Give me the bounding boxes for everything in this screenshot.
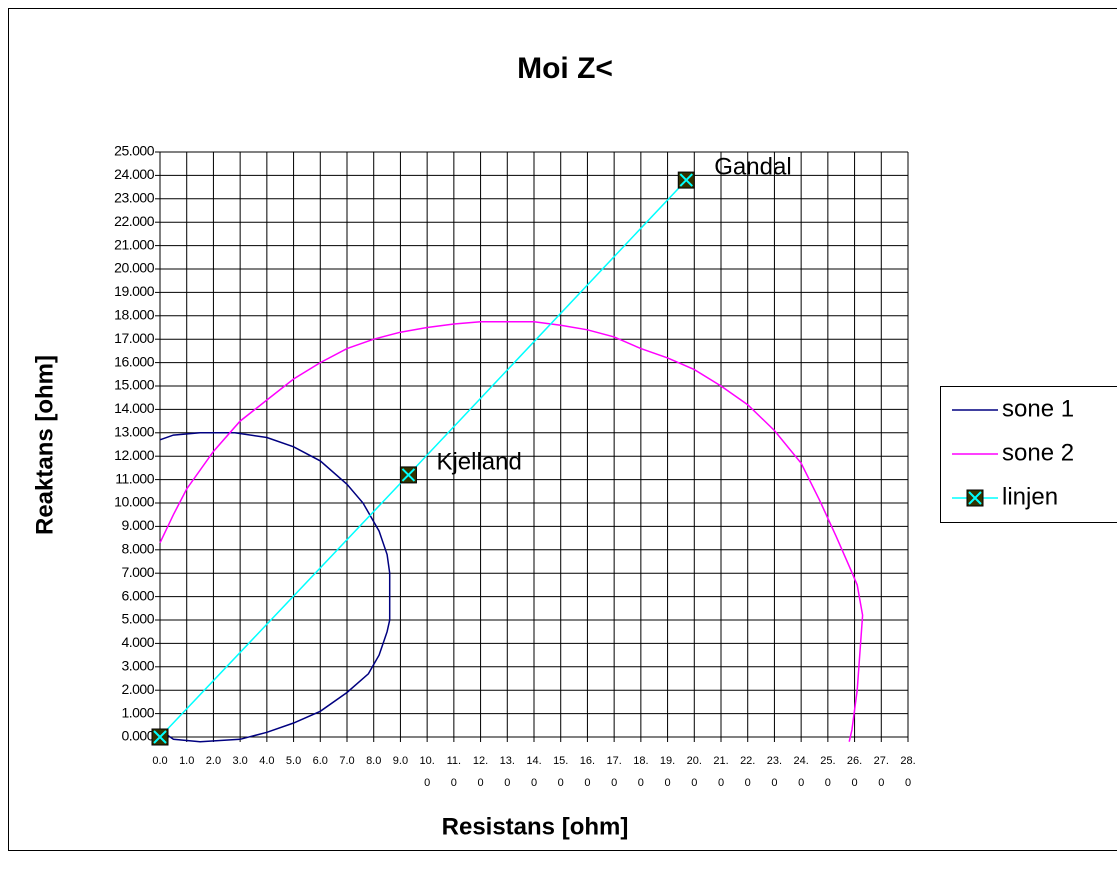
y-tick-label: 4.000 bbox=[121, 634, 154, 650]
marker bbox=[399, 466, 417, 484]
x-tick-label: 23. 0 bbox=[767, 755, 782, 789]
x-tick-label: 9.0 bbox=[393, 755, 408, 767]
x-tick-label: 5.0 bbox=[286, 755, 301, 767]
y-tick-label: 23.000 bbox=[114, 190, 155, 206]
x-tick-label: 22. 0 bbox=[740, 755, 755, 789]
x-tick-label: 13. 0 bbox=[500, 755, 515, 789]
y-tick-label: 10.000 bbox=[114, 494, 155, 510]
marker bbox=[966, 489, 984, 507]
x-tick-label: 18. 0 bbox=[633, 755, 648, 789]
y-tick-label: 13.000 bbox=[114, 424, 155, 440]
marker-cross bbox=[679, 173, 693, 187]
x-tick-label: 11. 0 bbox=[447, 755, 461, 789]
x-tick-label: 19. 0 bbox=[660, 755, 675, 789]
annotation: Gandal bbox=[714, 153, 791, 180]
y-tick-label: 21.000 bbox=[114, 236, 155, 252]
x-tick-label: 26. 0 bbox=[847, 755, 862, 789]
y-tick-label: 11.000 bbox=[115, 470, 154, 486]
y-tick-label: 14.000 bbox=[114, 400, 155, 416]
x-tick-label: 15. 0 bbox=[553, 755, 568, 789]
y-tick-label: 8.000 bbox=[121, 541, 154, 557]
marker-cross bbox=[968, 491, 982, 505]
y-tick-label: 0.000 bbox=[121, 728, 154, 744]
y-tick-label: 24.000 bbox=[114, 166, 155, 182]
x-tick-label: 28. 0 bbox=[900, 755, 915, 789]
x-tick-label: 7.0 bbox=[339, 755, 354, 767]
y-tick-label: 3.000 bbox=[121, 658, 154, 674]
y-tick-label: 16.000 bbox=[114, 353, 155, 369]
x-tick-label: 10. 0 bbox=[419, 755, 434, 789]
y-tick-label: 2.000 bbox=[121, 681, 154, 697]
y-tick-label: 9.000 bbox=[121, 517, 154, 533]
x-tick-label: 0.0 bbox=[152, 755, 167, 767]
x-tick-label: 2.0 bbox=[206, 755, 221, 767]
y-tick-label: 1.000 bbox=[121, 704, 154, 720]
x-tick-label: 16. 0 bbox=[580, 755, 595, 789]
marker-cross bbox=[153, 730, 167, 744]
y-tick-label: 6.000 bbox=[121, 587, 154, 603]
y-tick-label: 19.000 bbox=[114, 283, 155, 299]
legend-label: linjen bbox=[1002, 483, 1058, 510]
y-axis-title: Reaktans [ohm] bbox=[31, 355, 58, 535]
chart-border bbox=[8, 8, 1117, 851]
marker-cross bbox=[401, 468, 416, 482]
y-tick-label: 22.000 bbox=[114, 213, 155, 229]
x-tick-label: 27. 0 bbox=[874, 755, 889, 789]
x-tick-label: 12. 0 bbox=[473, 755, 488, 789]
legend-label: sone 2 bbox=[1002, 439, 1074, 466]
legend-label: sone 1 bbox=[1002, 395, 1074, 422]
y-tick-label: 5.000 bbox=[121, 611, 154, 627]
y-tick-label: 7.000 bbox=[121, 564, 154, 580]
marker bbox=[677, 171, 695, 189]
marker bbox=[151, 728, 169, 746]
x-tick-label: 21. 0 bbox=[713, 755, 728, 789]
annotation: Kjelland bbox=[436, 448, 521, 475]
x-tick-label: 20. 0 bbox=[687, 755, 702, 789]
x-tick-label: 4.0 bbox=[259, 755, 274, 767]
x-tick-label: 3.0 bbox=[232, 755, 247, 767]
x-tick-label: 17. 0 bbox=[606, 755, 621, 789]
y-tick-label: 17.000 bbox=[114, 330, 155, 346]
x-tick-label: 1.0 bbox=[179, 755, 194, 767]
x-tick-label: 6.0 bbox=[313, 755, 328, 767]
x-axis-title: Resistans [ohm] bbox=[442, 813, 629, 840]
chart-title: Moi Z< bbox=[517, 52, 613, 85]
x-tick-label: 14. 0 bbox=[526, 755, 541, 789]
series-line bbox=[159, 432, 391, 743]
y-tick-label: 20.000 bbox=[114, 260, 155, 276]
y-tick-label: 25.000 bbox=[114, 143, 155, 159]
y-tick-label: 12.000 bbox=[114, 447, 155, 463]
x-tick-label: 25. 0 bbox=[820, 755, 835, 789]
y-tick-label: 18.000 bbox=[114, 307, 155, 323]
y-tick-label: 15.000 bbox=[114, 377, 155, 393]
x-tick-label: 24. 0 bbox=[793, 755, 808, 789]
series-line bbox=[159, 320, 864, 742]
x-tick-label: 8.0 bbox=[366, 755, 381, 767]
